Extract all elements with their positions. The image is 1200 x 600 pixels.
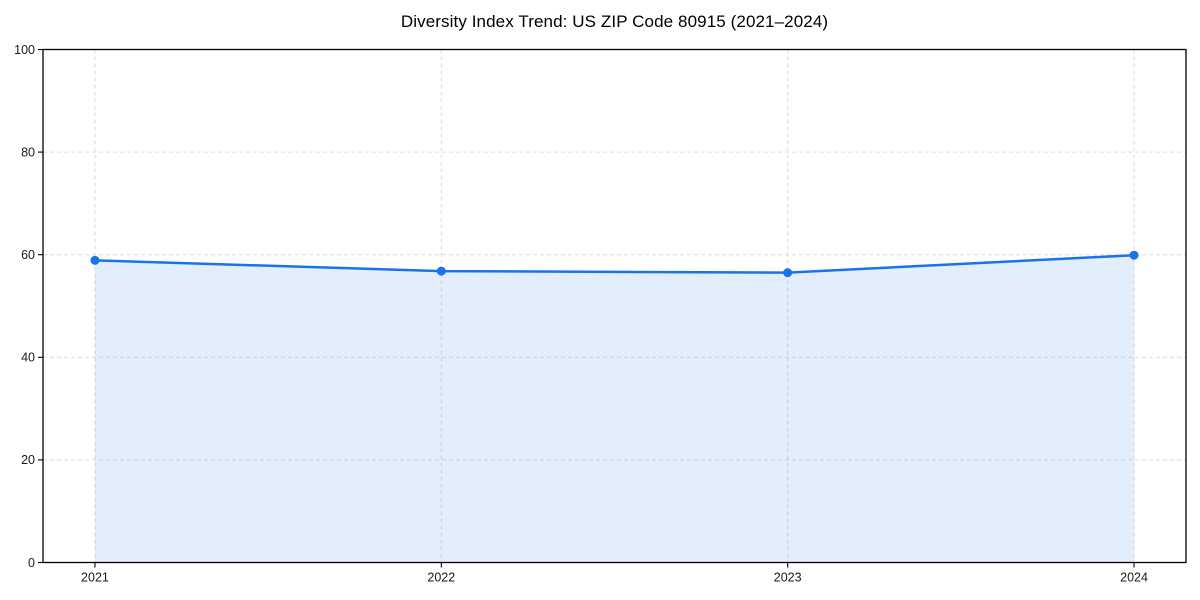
y-tick-label: 40 — [21, 351, 35, 365]
data-point — [90, 255, 100, 265]
series-line — [93, 253, 1136, 274]
plot-border — [42, 48, 1187, 564]
y-tick-label: 20 — [21, 453, 35, 467]
x-tick-label: 2022 — [427, 571, 455, 585]
y-tick-label: 0 — [28, 556, 35, 570]
data-point — [436, 266, 446, 276]
x-tick-label: 2021 — [81, 571, 109, 585]
chart-title: Diversity Index Trend: US ZIP Code 80915… — [400, 12, 829, 31]
x-tick-label: 2023 — [774, 571, 802, 585]
y-tick-label: 80 — [21, 145, 35, 159]
data-point — [1129, 250, 1139, 260]
y-tick-label: 60 — [21, 248, 35, 262]
y-tick-label: 100 — [14, 43, 35, 57]
x-tick-label: 2024 — [1120, 571, 1148, 585]
data-point — [783, 268, 793, 278]
series-area — [94, 255, 1135, 563]
